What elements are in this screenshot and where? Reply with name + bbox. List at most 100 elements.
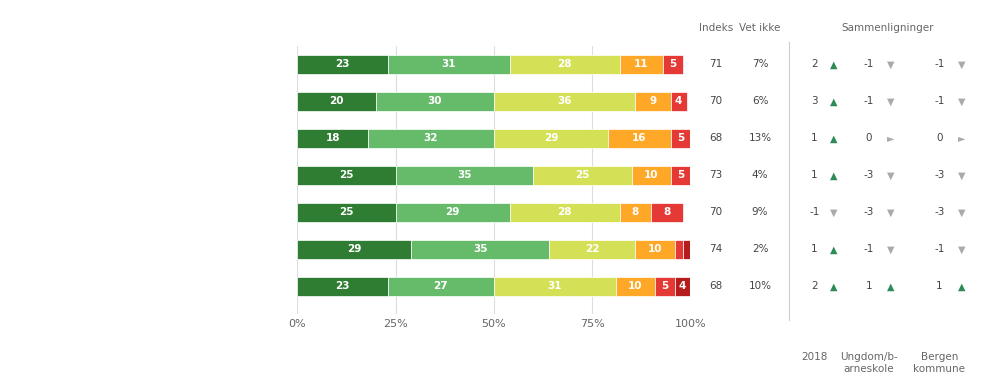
Text: 10: 10 bbox=[648, 244, 662, 254]
Text: ►: ► bbox=[958, 133, 966, 143]
Bar bbox=[671, 166, 690, 185]
Text: ▼: ▼ bbox=[887, 59, 895, 69]
Text: Indeks: Indeks bbox=[699, 23, 733, 33]
Text: ▲: ▲ bbox=[830, 170, 838, 180]
Text: ▼: ▼ bbox=[958, 170, 966, 180]
Bar bbox=[631, 166, 671, 185]
Text: 2: 2 bbox=[811, 282, 817, 291]
Text: 1: 1 bbox=[811, 244, 817, 254]
Text: 1: 1 bbox=[811, 133, 817, 143]
Text: Sammenligninger: Sammenligninger bbox=[842, 23, 934, 33]
Text: -1: -1 bbox=[864, 97, 874, 106]
Bar bbox=[510, 55, 620, 74]
Text: 68: 68 bbox=[709, 282, 723, 291]
Text: 22: 22 bbox=[585, 244, 600, 254]
Text: ▼: ▼ bbox=[958, 97, 966, 106]
Bar bbox=[549, 240, 635, 259]
Bar bbox=[620, 55, 663, 74]
Text: -3: -3 bbox=[864, 207, 874, 218]
Bar bbox=[297, 129, 368, 148]
Bar bbox=[297, 92, 376, 111]
Text: 32: 32 bbox=[423, 133, 438, 143]
Text: 70: 70 bbox=[709, 207, 723, 218]
Text: 23: 23 bbox=[336, 59, 350, 69]
Bar bbox=[533, 166, 631, 185]
Text: 71: 71 bbox=[709, 59, 723, 69]
Text: ▼: ▼ bbox=[887, 244, 895, 254]
Text: 25: 25 bbox=[340, 207, 354, 218]
Bar bbox=[635, 240, 674, 259]
Bar bbox=[608, 129, 671, 148]
Bar bbox=[671, 129, 690, 148]
Text: Bergen
kommune: Bergen kommune bbox=[913, 352, 966, 374]
Text: 68: 68 bbox=[709, 133, 723, 143]
Text: 4: 4 bbox=[679, 282, 686, 291]
Text: 20: 20 bbox=[330, 97, 344, 106]
Bar bbox=[671, 92, 686, 111]
Text: 73: 73 bbox=[709, 170, 723, 180]
Text: ▲: ▲ bbox=[887, 282, 895, 291]
Text: ▲: ▲ bbox=[830, 244, 838, 254]
Text: 2018: 2018 bbox=[801, 352, 828, 362]
Text: 5: 5 bbox=[677, 133, 684, 143]
Text: 7%: 7% bbox=[752, 59, 768, 69]
Text: Vet ikke: Vet ikke bbox=[739, 23, 781, 33]
Bar bbox=[494, 277, 616, 296]
Text: ▲: ▲ bbox=[958, 282, 966, 291]
Bar bbox=[620, 203, 651, 222]
Text: 30: 30 bbox=[427, 97, 443, 106]
Text: 11: 11 bbox=[634, 59, 648, 69]
Text: 28: 28 bbox=[557, 207, 572, 218]
Text: -3: -3 bbox=[934, 207, 944, 218]
Text: 2%: 2% bbox=[752, 244, 768, 254]
Bar bbox=[297, 203, 395, 222]
Text: -1: -1 bbox=[934, 244, 944, 254]
Text: ▼: ▼ bbox=[958, 207, 966, 218]
Text: Ungdom/b-
arneskole: Ungdom/b- arneskole bbox=[840, 352, 898, 374]
Text: 25: 25 bbox=[576, 170, 590, 180]
Text: 29: 29 bbox=[543, 133, 558, 143]
Text: 2: 2 bbox=[811, 59, 817, 69]
Bar bbox=[368, 129, 494, 148]
Bar bbox=[388, 277, 494, 296]
Bar bbox=[395, 203, 510, 222]
Text: 31: 31 bbox=[442, 59, 456, 69]
Bar bbox=[682, 240, 690, 259]
Text: 8: 8 bbox=[632, 207, 639, 218]
Text: -1: -1 bbox=[864, 59, 874, 69]
Text: 70: 70 bbox=[709, 97, 723, 106]
Bar bbox=[297, 55, 388, 74]
Text: 28: 28 bbox=[557, 59, 572, 69]
Text: -1: -1 bbox=[864, 244, 874, 254]
Bar bbox=[674, 240, 682, 259]
Bar bbox=[635, 92, 671, 111]
Text: 10%: 10% bbox=[749, 282, 771, 291]
Bar bbox=[494, 92, 635, 111]
Text: 31: 31 bbox=[547, 282, 562, 291]
Text: 29: 29 bbox=[446, 207, 460, 218]
Text: ▼: ▼ bbox=[887, 170, 895, 180]
Text: ▲: ▲ bbox=[830, 97, 838, 106]
Bar bbox=[510, 203, 620, 222]
Bar bbox=[651, 203, 682, 222]
Text: 74: 74 bbox=[709, 244, 723, 254]
Text: ▲: ▲ bbox=[830, 282, 838, 291]
Text: 10: 10 bbox=[628, 282, 643, 291]
Text: -1: -1 bbox=[809, 207, 820, 218]
Text: ▼: ▼ bbox=[830, 207, 838, 218]
Bar bbox=[655, 277, 674, 296]
Text: 16: 16 bbox=[632, 133, 646, 143]
Text: 27: 27 bbox=[433, 282, 449, 291]
Text: ►: ► bbox=[887, 133, 895, 143]
Text: 6%: 6% bbox=[752, 97, 768, 106]
Text: 35: 35 bbox=[473, 244, 488, 254]
Text: ▼: ▼ bbox=[958, 244, 966, 254]
Text: 5: 5 bbox=[661, 282, 668, 291]
Text: ▼: ▼ bbox=[958, 59, 966, 69]
Text: 18: 18 bbox=[326, 133, 340, 143]
Text: -1: -1 bbox=[934, 97, 944, 106]
Text: 13%: 13% bbox=[749, 133, 771, 143]
Bar bbox=[297, 166, 395, 185]
Text: 9: 9 bbox=[649, 97, 656, 106]
Bar bbox=[494, 129, 608, 148]
